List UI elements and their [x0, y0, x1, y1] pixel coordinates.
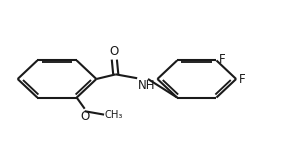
- Text: CH₃: CH₃: [105, 110, 123, 120]
- Text: O: O: [110, 45, 119, 58]
- Text: NH: NH: [138, 79, 156, 92]
- Text: F: F: [239, 73, 246, 86]
- Text: F: F: [219, 53, 226, 66]
- Text: O: O: [81, 110, 90, 123]
